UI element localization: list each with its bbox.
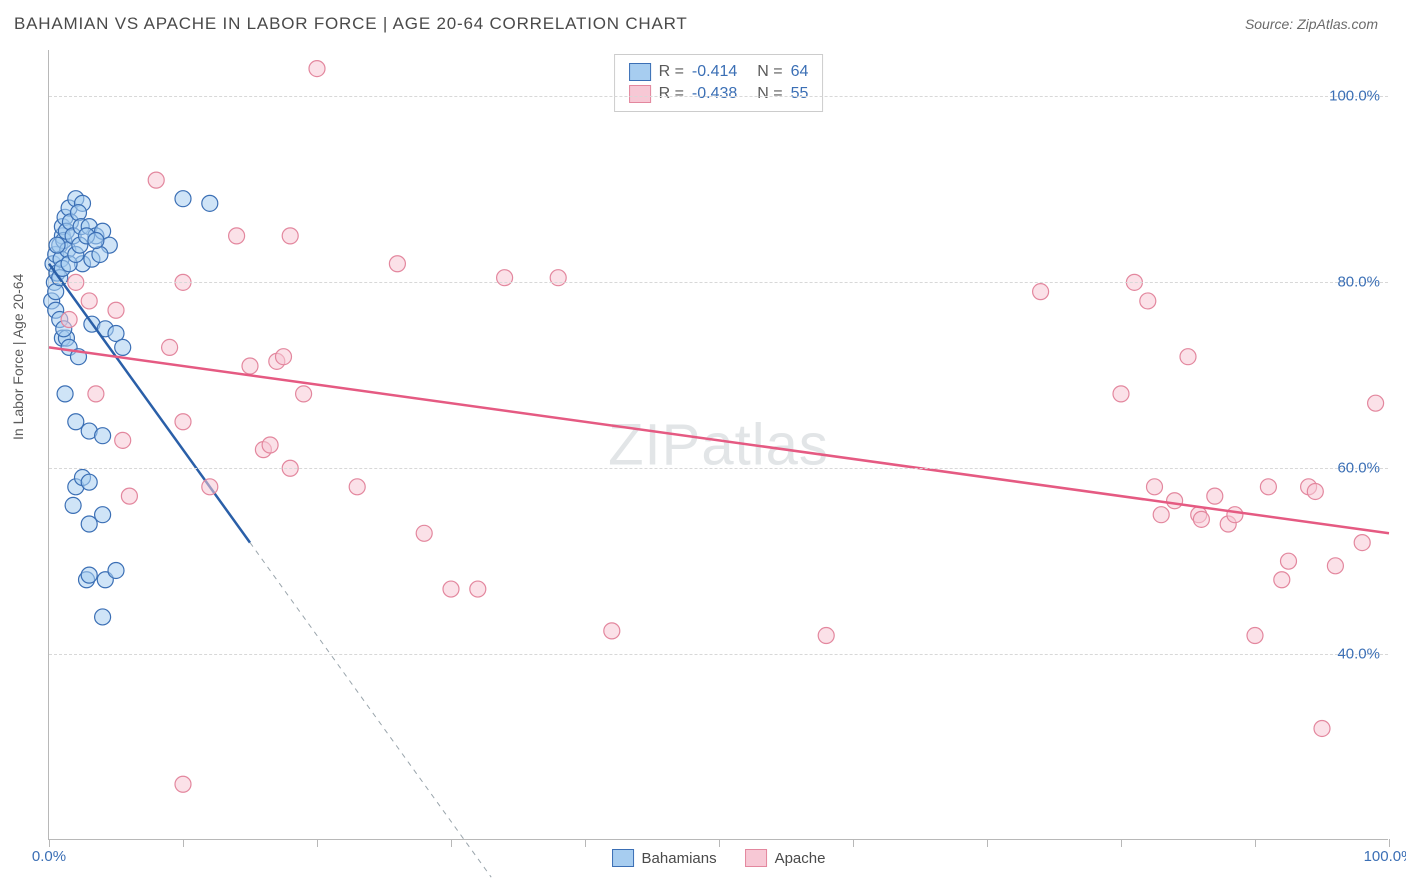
- gridline: [49, 654, 1388, 655]
- data-point: [443, 581, 459, 597]
- data-point: [57, 386, 73, 402]
- swatch-apache: [629, 85, 651, 103]
- data-point: [115, 432, 131, 448]
- data-point: [1227, 507, 1243, 523]
- xtick: [451, 839, 452, 847]
- data-point: [229, 228, 245, 244]
- scatter-plot: [49, 50, 1388, 839]
- data-point: [1307, 483, 1323, 499]
- data-point: [95, 609, 111, 625]
- chart-header: BAHAMIAN VS APACHE IN LABOR FORCE | AGE …: [0, 0, 1406, 44]
- data-point: [95, 507, 111, 523]
- legend-row-apache: R = -0.438 N = 55: [629, 83, 809, 105]
- data-point: [61, 312, 77, 328]
- data-point: [1033, 284, 1049, 300]
- data-point: [175, 776, 191, 792]
- source-label: Source: ZipAtlas.com: [1245, 16, 1378, 32]
- xtick-label: 100.0%: [1364, 848, 1406, 865]
- legend-item-bahamians: Bahamians: [612, 849, 717, 867]
- swatch-apache-icon: [745, 849, 767, 867]
- data-point: [65, 497, 81, 513]
- ytick-label: 100.0%: [1329, 88, 1380, 105]
- data-point: [121, 488, 137, 504]
- data-point: [162, 339, 178, 355]
- data-point: [470, 581, 486, 597]
- data-point: [309, 61, 325, 77]
- data-point: [1327, 558, 1343, 574]
- data-point: [1140, 293, 1156, 309]
- legend-item-apache: Apache: [745, 849, 826, 867]
- data-point: [1314, 720, 1330, 736]
- data-point: [202, 195, 218, 211]
- xtick: [1255, 839, 1256, 847]
- data-point: [148, 172, 164, 188]
- data-point: [108, 562, 124, 578]
- legend-row-bahamians: R = -0.414 N = 64: [629, 61, 809, 83]
- data-point: [1281, 553, 1297, 569]
- xtick: [987, 839, 988, 847]
- swatch-bahamians: [629, 63, 651, 81]
- data-point: [282, 228, 298, 244]
- xtick: [183, 839, 184, 847]
- xtick: [1389, 839, 1390, 847]
- plot-area: ZIPatlas R = -0.414 N = 64 R = -0.438 N …: [48, 50, 1388, 840]
- data-point: [81, 474, 97, 490]
- data-point: [115, 339, 131, 355]
- data-point: [1368, 395, 1384, 411]
- data-point: [1113, 386, 1129, 402]
- data-point: [95, 428, 111, 444]
- xtick: [719, 839, 720, 847]
- data-point: [81, 567, 97, 583]
- data-point: [70, 205, 86, 221]
- data-point: [416, 525, 432, 541]
- data-point: [1260, 479, 1276, 495]
- xtick: [317, 839, 318, 847]
- data-point: [1207, 488, 1223, 504]
- swatch-bahamians-icon: [612, 849, 634, 867]
- xtick: [49, 839, 50, 847]
- correlation-legend: R = -0.414 N = 64 R = -0.438 N = 55: [614, 54, 824, 112]
- data-point: [1167, 493, 1183, 509]
- data-point: [296, 386, 312, 402]
- data-point: [1247, 628, 1263, 644]
- data-point: [88, 386, 104, 402]
- ytick-label: 80.0%: [1337, 274, 1380, 291]
- xtick: [1121, 839, 1122, 847]
- xtick-label: 0.0%: [32, 848, 66, 865]
- data-point: [175, 414, 191, 430]
- y-axis-label: In Labor Force | Age 20-64: [10, 274, 26, 440]
- data-point: [349, 479, 365, 495]
- data-point: [818, 628, 834, 644]
- data-point: [49, 237, 65, 253]
- data-point: [81, 516, 97, 532]
- data-point: [1193, 511, 1209, 527]
- xtick: [585, 839, 586, 847]
- xtick: [853, 839, 854, 847]
- data-point: [242, 358, 258, 374]
- gridline: [49, 468, 1388, 469]
- data-point: [1180, 349, 1196, 365]
- gridline: [49, 282, 1388, 283]
- gridline: [49, 96, 1388, 97]
- data-point: [1147, 479, 1163, 495]
- data-point: [1153, 507, 1169, 523]
- data-point: [68, 414, 84, 430]
- ytick-label: 40.0%: [1337, 646, 1380, 663]
- data-point: [262, 437, 278, 453]
- data-point: [88, 233, 104, 249]
- data-point: [1354, 535, 1370, 551]
- ytick-label: 60.0%: [1337, 460, 1380, 477]
- data-point: [604, 623, 620, 639]
- data-point: [276, 349, 292, 365]
- data-point: [108, 302, 124, 318]
- data-point: [81, 293, 97, 309]
- series-legend: Bahamians Apache: [612, 849, 826, 867]
- data-point: [175, 191, 191, 207]
- data-point: [389, 256, 405, 272]
- data-point: [1274, 572, 1290, 588]
- data-point: [202, 479, 218, 495]
- chart-title: BAHAMIAN VS APACHE IN LABOR FORCE | AGE …: [14, 14, 688, 34]
- trend-line: [49, 347, 1389, 533]
